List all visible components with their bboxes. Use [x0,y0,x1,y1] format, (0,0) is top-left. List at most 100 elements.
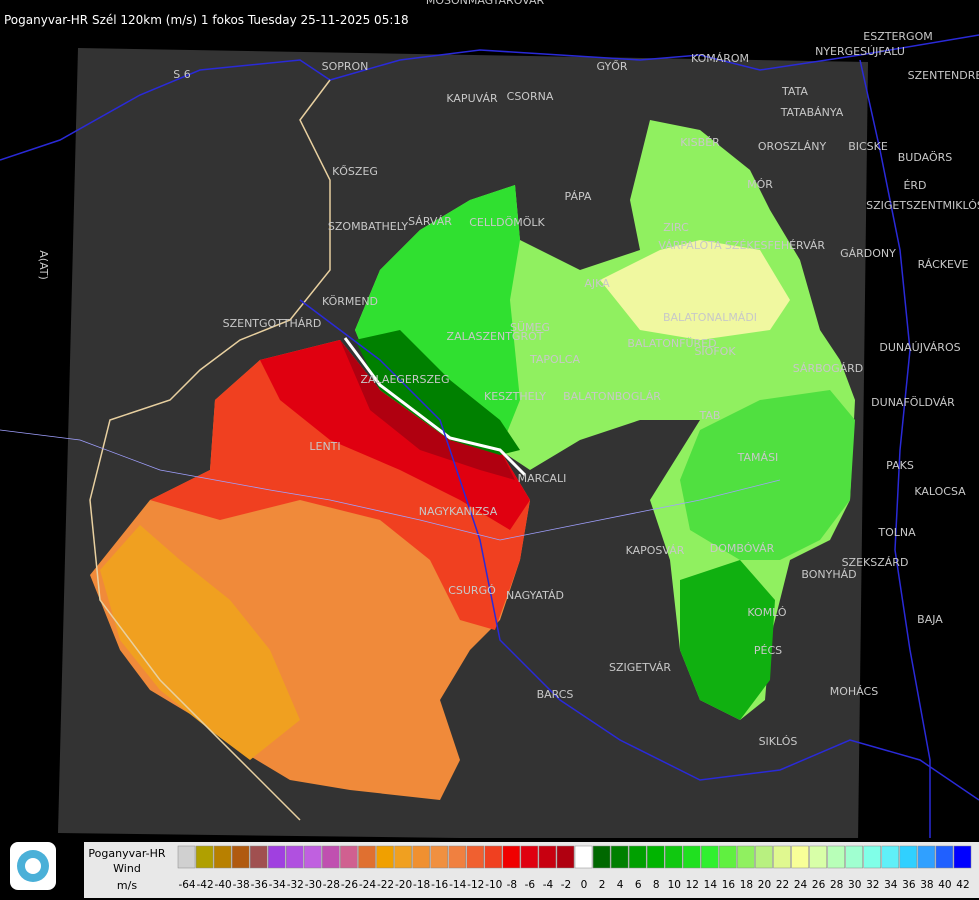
place-label: LENTI [309,440,340,453]
color-swatch [231,845,250,869]
colorbar-label: -8 [507,879,517,891]
colorbar-label: 38 [920,879,933,891]
place-label: KESZTHELY [484,390,546,403]
border [299,299,979,801]
color-swatch [719,845,737,869]
colorbar-label: -26 [341,879,358,891]
place-label: SZENTGOTTHÁRD [223,317,322,330]
color-swatch [863,845,882,869]
legend-source: Poganyvar-HR [88,847,165,860]
color-swatch [502,845,521,869]
road [0,429,781,541]
colorbar-label: 32 [866,879,879,891]
place-label: SÁRBOGÁRD [793,362,864,375]
place-label: MOSONMAGYARÓVÁR [426,0,545,7]
legend-unit: m/s [117,879,137,892]
color-swatch [935,845,954,869]
place-label: GÁRDONY [840,247,896,260]
place-label: TATABÁNYA [780,106,844,119]
colorbar-label: -24 [359,879,376,891]
color-swatch [556,845,575,869]
place-label: KISBÉR [680,136,720,149]
place-label: ZALAEGERSZEG [360,373,449,386]
radar-echo [100,525,300,760]
color-swatch [412,845,430,869]
place-label: SIÓFOK [694,345,736,358]
colorbar-label: -22 [377,879,394,891]
place-label: NAGYKANIZSA [419,505,498,518]
place-label: MARCALI [518,472,567,485]
color-swatch [646,845,665,869]
place-label: TAB [699,409,721,422]
place-label: KÖRMEND [322,295,378,308]
color-swatch [520,845,539,869]
colorbar-label: -34 [269,879,286,891]
place-label: SZENTENDRE [908,69,979,82]
place-label: ZALASZENTGRÓT [447,330,544,343]
place-label: MÓR [747,178,773,191]
border [0,34,979,161]
color-swatch [827,845,845,869]
place-label: KALOCSA [914,485,966,498]
color-swatch [664,845,683,869]
folding-line [343,337,527,477]
colorbar-label: 34 [884,879,898,891]
place-label: ESZTERGOM [863,30,932,43]
place-label: BALATONFÜRED [627,337,716,350]
colorbar-label: 42 [956,879,969,891]
color-swatch [340,845,358,869]
place-label: SZÉKESFEHÉRVÁR [725,239,826,252]
place-label: OROSZLÁNY [758,140,827,153]
colorbar-label: -2 [561,879,571,891]
place-label: TAPOLCA [529,353,580,366]
colorbar-label: 4 [617,879,624,891]
radar-echo [680,390,855,560]
color-swatch [304,845,322,869]
place-label: CSORNA [507,90,554,103]
place-label: PÁPA [565,190,592,203]
colorbar-label: -4 [543,879,554,891]
color-swatch [917,845,936,869]
color-swatch [610,845,629,869]
place-label: SZEKSZÁRD [842,556,909,569]
place-label: CELLDÖMÖLK [469,216,545,229]
place-label: BONYHÁD [801,568,856,581]
colorbar-label: -28 [323,879,340,891]
place-label: SZIGETVÁR [609,661,671,674]
place-label: KOMÁROM [691,52,749,65]
colorbar-label: 40 [938,879,951,891]
color-swatch [358,845,376,869]
colorbar-label: 0 [581,879,588,891]
place-label: SOPRON [322,60,369,73]
place-label: TATA [781,85,808,98]
colorbar-label: -32 [287,879,304,891]
colorbar-label: -30 [305,879,322,891]
colorbar-label: 10 [668,879,681,891]
colorbar-label: -10 [485,879,502,891]
colorbar-label: 12 [686,879,699,891]
color-swatch [737,845,755,869]
color-swatch [448,845,466,869]
place-label: NAGYATÁD [506,589,564,602]
place-label: SÜMEG [510,321,550,334]
color-swatch [755,845,773,869]
colorbar-label: -40 [215,879,232,891]
colorbar-label: 26 [812,879,826,891]
color-swatch [683,845,701,869]
place-label: BALATONALMÁDI [663,311,757,324]
place-label: KŐSZEG [332,164,378,178]
place-label: KAPUVÁR [446,92,498,105]
border [89,79,331,821]
colorbar-label: -20 [395,879,412,891]
place-label: A(AT) [37,250,50,280]
color-swatch [592,845,611,869]
color-swatch [773,845,791,869]
radar-echo [260,340,530,530]
colorbar-label: 18 [740,879,753,891]
color-swatch [195,845,214,869]
colorbar-label: -36 [251,879,268,891]
place-label: MOHÁCS [830,685,878,698]
colorbar-label: 8 [653,879,660,891]
